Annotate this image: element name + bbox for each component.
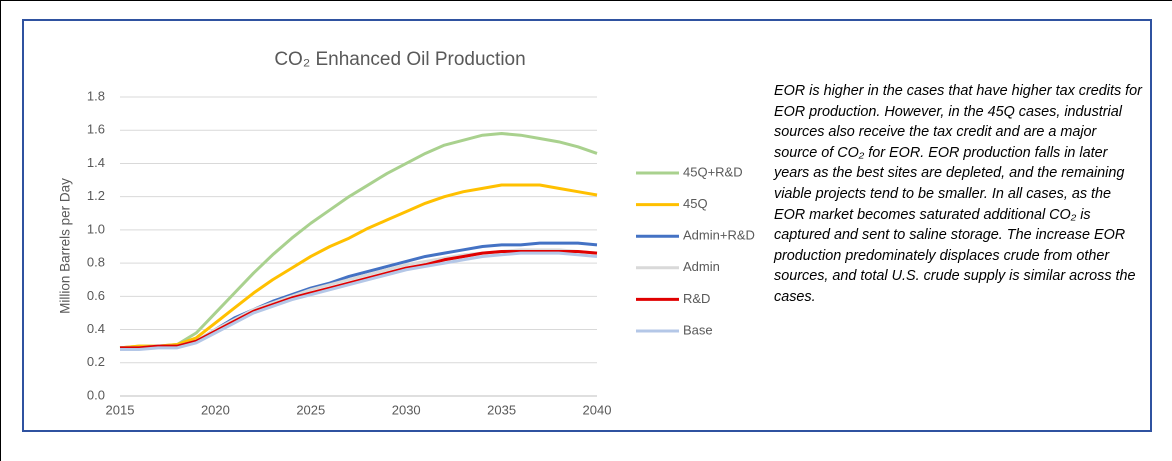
x-tick-label: 2040 <box>583 402 612 417</box>
x-tick-label: 2025 <box>296 402 325 417</box>
panel <box>22 19 1152 432</box>
annotation: EOR is higher in the cases that have hig… <box>774 83 1142 305</box>
x-tick-label: 2015 <box>106 402 135 417</box>
series-line <box>120 249 598 350</box>
y-tick-label: 1.6 <box>87 122 105 137</box>
x-tick-label: 2030 <box>392 402 421 417</box>
legend-label: Admin <box>683 259 720 274</box>
y-tick-label: 0.4 <box>87 321 105 336</box>
chart: CO₂ Enhanced Oil Production Million Barr… <box>58 49 755 417</box>
legend-label: 45Q <box>683 196 708 211</box>
chart-title: CO₂ Enhanced Oil Production <box>274 49 525 70</box>
y-tick-label: 1.8 <box>87 88 105 103</box>
y-axis-label: Million Barrels per Day <box>58 178 73 314</box>
legend-label: 45Q+R&D <box>683 164 743 179</box>
legend-label: Admin+R&D <box>683 228 755 243</box>
legend-label: R&D <box>683 291 710 306</box>
series-line <box>120 241 598 350</box>
x-tick-label: 2020 <box>201 402 230 417</box>
x-tick-label: 2035 <box>487 402 516 417</box>
y-tick-label: 0.8 <box>87 255 105 270</box>
series-line <box>119 183 598 350</box>
series-line <box>120 251 598 351</box>
y-tick-label: 0.2 <box>87 354 105 369</box>
legend-label: Base <box>683 322 713 337</box>
y-tick-label: 0.6 <box>87 288 105 303</box>
series-line <box>119 132 598 350</box>
y-tick-label: 1.4 <box>87 155 105 170</box>
series-line <box>120 248 598 350</box>
y-tick-label: 0.0 <box>87 387 105 402</box>
y-tick-label: 1.0 <box>87 221 105 236</box>
y-tick-label: 1.2 <box>87 188 105 203</box>
